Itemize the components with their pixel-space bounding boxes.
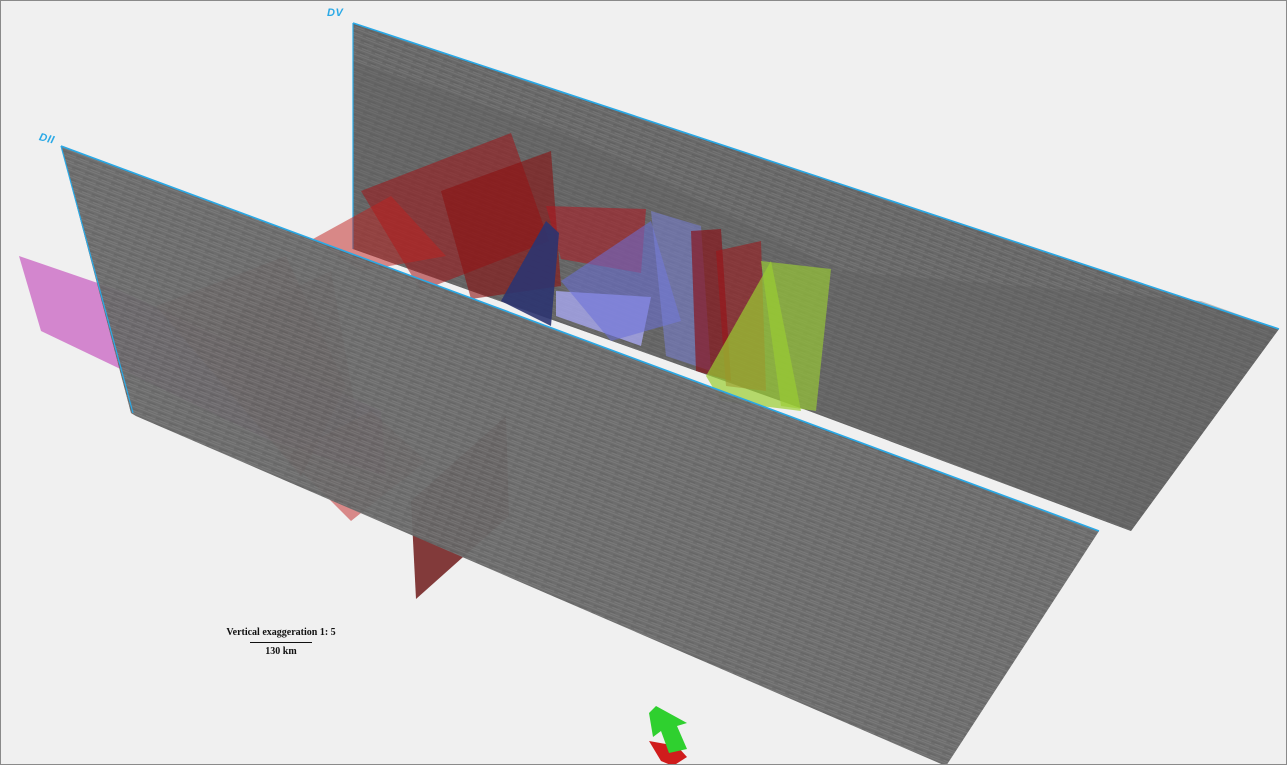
top-edge-dii (60, 145, 1100, 532)
scale-length-label: 130 km (265, 646, 297, 657)
vertical-exaggeration-label: Vertical exaggeration 1: 5 (226, 627, 336, 638)
left-edge-dii (60, 145, 134, 414)
scale-indicator: Vertical exaggeration 1: 5 130 km (206, 627, 356, 657)
seismic-texture-dii (61, 146, 1099, 764)
top-edge-dv (352, 22, 1280, 330)
fault-surface (501, 221, 559, 326)
scale-bar (250, 642, 312, 643)
north-arrow-top (649, 706, 687, 753)
seismic-line-label-dv: DV (327, 7, 344, 19)
north-arrow-icon[interactable] (649, 706, 687, 765)
seismic-line-dii[interactable] (60, 145, 1100, 765)
fault-surface (561, 221, 681, 341)
fault-surface (761, 261, 831, 411)
